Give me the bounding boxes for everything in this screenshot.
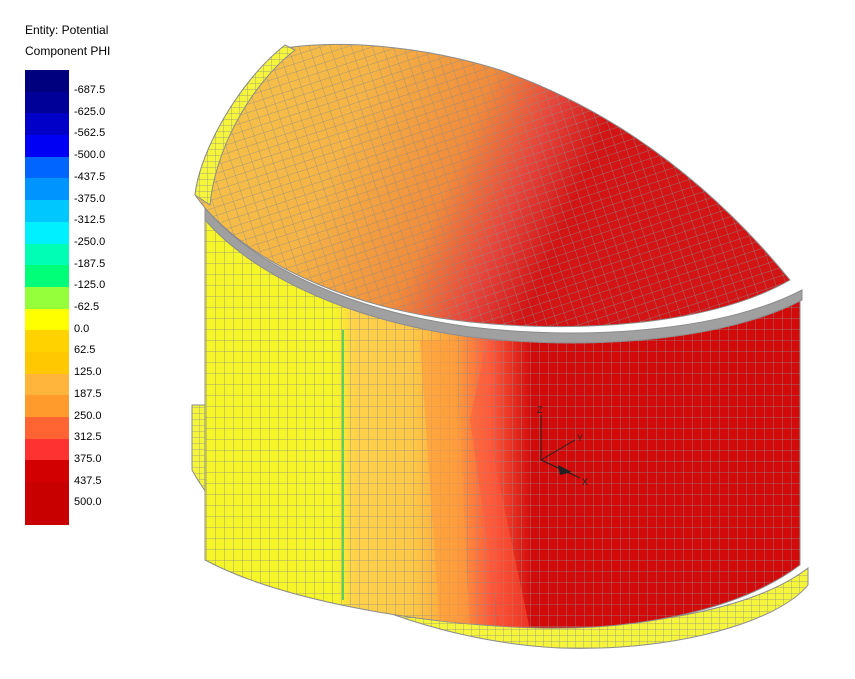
legend-value-label: 500.0 [74, 496, 102, 509]
legend-value-label: -187.5 [74, 257, 106, 270]
legend-swatch [25, 91, 69, 114]
legend-value-label: 312.5 [74, 431, 102, 444]
legend-swatch [25, 482, 69, 504]
legend-swatch [25, 438, 69, 461]
legend-swatch [25, 373, 69, 396]
legend-swatch [25, 460, 69, 483]
legend-swatch [25, 200, 69, 222]
legend-swatch [25, 221, 69, 244]
legend-value-label: -250.0 [74, 235, 106, 248]
legend-value-label: -125.0 [74, 279, 106, 292]
legend-swatch [25, 351, 69, 374]
legend-value-label: 0.0 [74, 322, 90, 335]
legend-swatch [25, 70, 69, 92]
color-legend: Entity: Potential Component PHI -687.5 -6… [0, 0, 180, 540]
legend-swatch [25, 503, 69, 526]
legend-entity-title: Entity: Potential [25, 23, 109, 37]
legend-swatch [25, 417, 69, 439]
legend-value-label: 250.0 [74, 409, 102, 422]
legend-value-label: -312.5 [74, 214, 106, 227]
legend-swatch [25, 395, 69, 417]
legend-swatch [25, 178, 69, 201]
y-axis-line [540, 439, 576, 461]
legend-value-label: 437.5 [74, 474, 102, 487]
legend-swatch [25, 286, 69, 309]
legend-swatch [25, 308, 69, 331]
legend-swatch [25, 156, 69, 179]
x-axis-label: X [582, 477, 588, 487]
legend-swatch [25, 135, 69, 157]
legend-swatch [25, 330, 69, 352]
axis-triad: Z Y X [537, 405, 588, 487]
y-axis-label: Y [577, 433, 583, 443]
legend-value-label: -625.0 [74, 105, 106, 118]
legend-value-label: -500.0 [74, 149, 106, 162]
legend-value-label: 62.5 [74, 344, 96, 357]
legend-value-label: -375.0 [74, 192, 106, 205]
rim-band [204, 206, 803, 344]
legend-color-bar [25, 70, 69, 526]
legend-swatch [25, 243, 69, 266]
legend-swatch [25, 265, 69, 287]
x-axis-arrowhead [558, 465, 572, 475]
legend-value-label: 187.5 [74, 387, 102, 400]
legend-value-label: -437.5 [74, 170, 106, 183]
legend-value-label: -687.5 [74, 84, 106, 96]
z-axis-label: Z [537, 405, 543, 415]
dome-lip [194, 44, 296, 206]
legend-value-label: 375.0 [74, 452, 102, 465]
legend-value-label: -562.5 [74, 127, 106, 140]
legend-component-title: Component PHI [25, 44, 111, 58]
legend-value-label: -62.5 [74, 301, 100, 313]
legend-swatch [25, 113, 69, 136]
legend-value-label: 125.0 [74, 366, 102, 379]
